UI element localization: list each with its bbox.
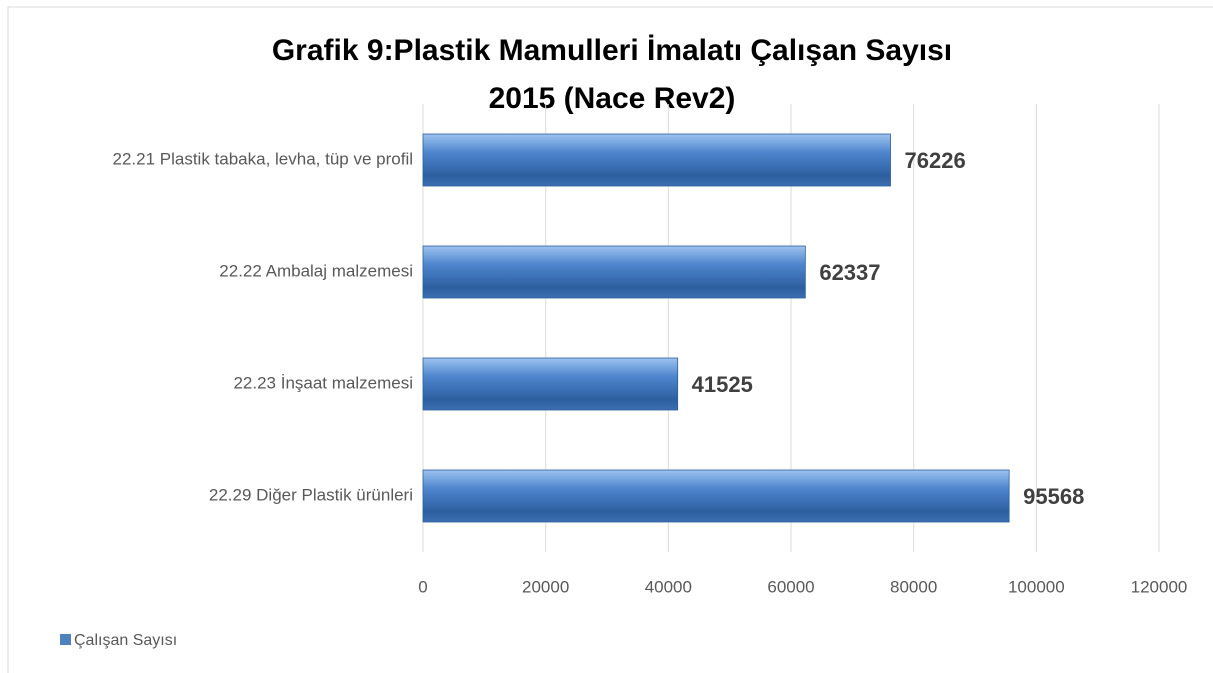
y-tick-label: 22.23 İnşaat malzemesi <box>233 373 413 392</box>
bar <box>422 469 1010 523</box>
x-tick-label: 40000 <box>645 577 692 596</box>
y-tick-label: 22.29 Diğer Plastik ürünleri <box>209 485 413 504</box>
x-tick-label: 60000 <box>767 577 814 596</box>
data-label: 62337 <box>819 260 880 285</box>
x-tick-label: 0 <box>418 577 427 596</box>
bar <box>422 245 806 299</box>
chart-title: 2015 (Nace Rev2) <box>489 82 736 115</box>
y-tick-label: 22.21 Plastik tabaka, levha, tüp ve prof… <box>112 149 413 168</box>
x-tick-label: 100000 <box>1008 577 1065 596</box>
x-tick-label: 120000 <box>1131 577 1188 596</box>
chart-border <box>7 6 1213 673</box>
y-tick-label: 22.22 Ambalaj malzemesi <box>219 261 413 280</box>
x-tick-label: 20000 <box>522 577 569 596</box>
x-tick-label: 80000 <box>890 577 937 596</box>
chart-title: Grafik 9:Plastik Mamulleri İmalatı Çalış… <box>272 34 952 67</box>
data-label: 41525 <box>692 372 753 397</box>
bar <box>422 133 891 187</box>
data-label: 76226 <box>905 148 966 173</box>
legend-swatch <box>60 634 71 645</box>
bar <box>422 357 679 411</box>
data-label: 95568 <box>1023 484 1084 509</box>
legend-label: Çalışan Sayısı <box>74 632 177 649</box>
